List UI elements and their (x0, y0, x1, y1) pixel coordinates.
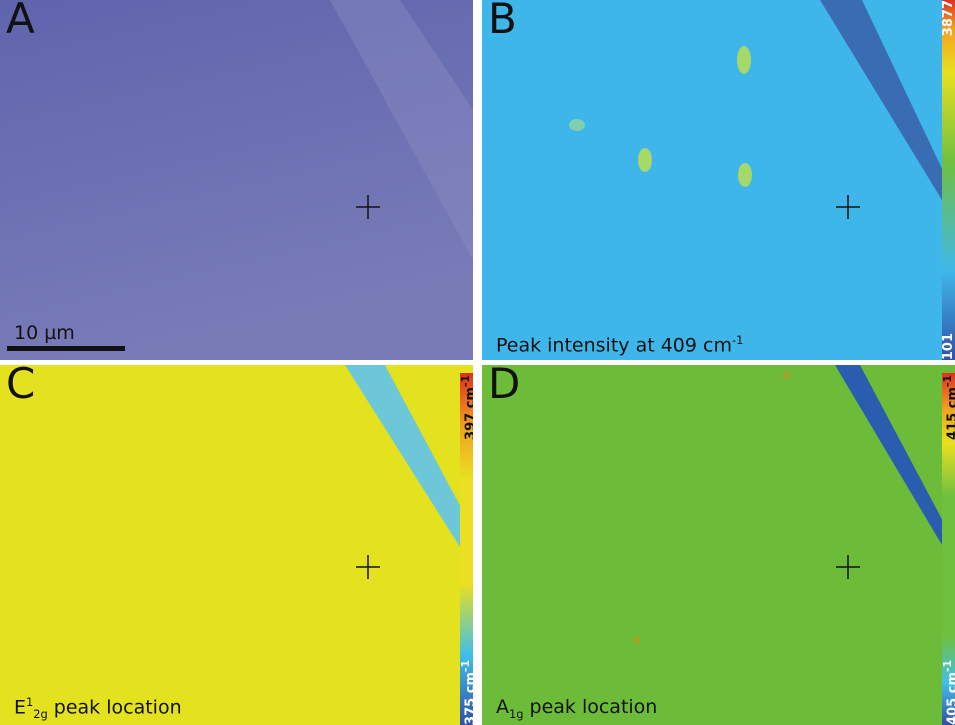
colorbar-max: 415 cm-1 (941, 375, 955, 440)
colorbar-max: 397 cm-1 (459, 375, 473, 440)
caption: A1g peak location (496, 696, 657, 721)
panel-c: 397 cm-1 375 cm-1 C E12g peak location (0, 365, 473, 725)
caption-text: Peak intensity at 409 cm (496, 334, 732, 356)
caption-text: peak location (523, 696, 658, 719)
caption: Peak intensity at 409 cm-1 (496, 333, 743, 356)
caption: E12g peak location (14, 695, 182, 721)
caption-base: A (496, 696, 509, 719)
panel-d: 415 cm-1 405 cm-1 D A1g peak location (482, 365, 955, 725)
panel-letter: D (488, 365, 521, 408)
colorbar-min: 405 cm-1 (941, 660, 955, 725)
intensity-map (482, 0, 955, 360)
colorbar-min: 101 (941, 332, 955, 360)
colorbar (942, 373, 955, 725)
panel-letter: C (6, 365, 36, 408)
optical-image (0, 0, 473, 360)
cb-text: 415 cm (945, 387, 955, 440)
cb-sup: -1 (459, 660, 472, 673)
panel-a: A 10 µm (0, 0, 473, 360)
caption-sub: 2g (33, 707, 48, 721)
panel-b: 3877 101 B Peak intensity at 409 cm-1 (482, 0, 955, 360)
location-map (482, 365, 955, 725)
caption-sup: -1 (731, 332, 744, 347)
colorbar-min: 375 cm-1 (459, 660, 473, 725)
cb-sup: -1 (941, 660, 954, 673)
scale-label: 10 µm (14, 322, 75, 344)
colorbar (460, 373, 473, 725)
colorbar-max: 3877 (941, 0, 955, 37)
panel-letter: A (6, 0, 35, 43)
caption-base: E (14, 696, 27, 719)
cb-sup: -1 (941, 375, 954, 388)
cb-text: 405 cm (945, 672, 955, 725)
cb-text: 397 cm (463, 387, 473, 440)
scale-bar (7, 346, 125, 351)
cb-text: 375 cm (463, 672, 473, 725)
cb-sup: -1 (459, 375, 472, 388)
caption-text: peak location (47, 696, 182, 719)
location-map (0, 365, 473, 725)
caption-sub: 1g (509, 707, 524, 721)
colorbar (942, 0, 955, 360)
panel-letter: B (488, 0, 517, 43)
caption-sup: 1 (26, 694, 34, 709)
